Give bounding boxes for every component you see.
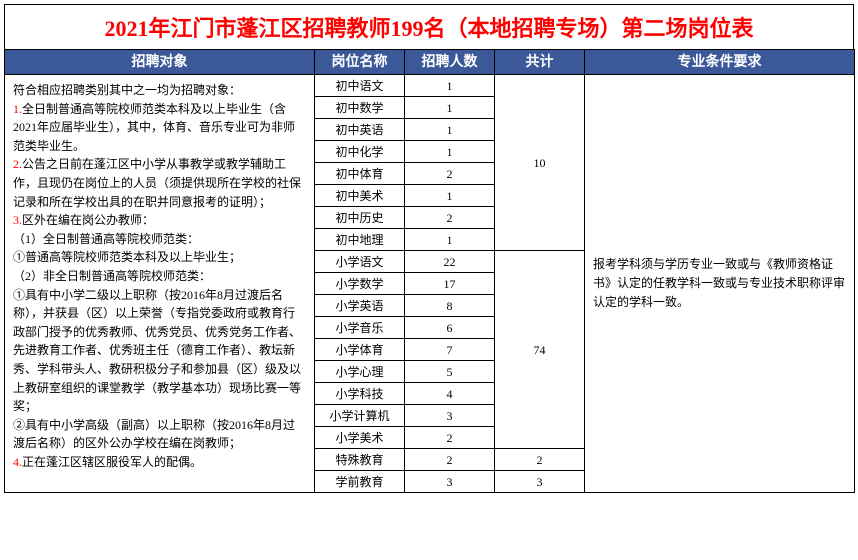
count-cell: 1 bbox=[405, 229, 495, 251]
position-cell: 初中地理 bbox=[315, 229, 405, 251]
position-cell: 特殊教育 bbox=[315, 449, 405, 471]
total-cell: 10 bbox=[495, 75, 585, 251]
position-cell: 初中美术 bbox=[315, 185, 405, 207]
position-cell: 小学音乐 bbox=[315, 317, 405, 339]
count-cell: 1 bbox=[405, 185, 495, 207]
position-cell: 小学科技 bbox=[315, 383, 405, 405]
count-cell: 1 bbox=[405, 97, 495, 119]
position-cell: 初中体育 bbox=[315, 163, 405, 185]
page-title: 2021年江门市蓬江区招聘教师199名（本地招聘专场）第二场岗位表 bbox=[4, 4, 854, 49]
total-cell: 74 bbox=[495, 251, 585, 449]
header-requirement: 专业条件要求 bbox=[585, 50, 855, 75]
count-cell: 7 bbox=[405, 339, 495, 361]
table-body: 符合相应招聘类别其中之一均为招聘对象：1.全日制普通高等院校师范类本科及以上毕业… bbox=[5, 75, 855, 493]
count-cell: 22 bbox=[405, 251, 495, 273]
position-cell: 小学英语 bbox=[315, 295, 405, 317]
header-row: 招聘对象 岗位名称 招聘人数 共计 专业条件要求 bbox=[5, 50, 855, 75]
position-cell: 初中英语 bbox=[315, 119, 405, 141]
count-cell: 4 bbox=[405, 383, 495, 405]
count-cell: 2 bbox=[405, 427, 495, 449]
count-cell: 3 bbox=[405, 471, 495, 493]
header-count: 招聘人数 bbox=[405, 50, 495, 75]
total-cell: 2 bbox=[495, 449, 585, 471]
count-cell: 2 bbox=[405, 207, 495, 229]
position-cell: 小学数学 bbox=[315, 273, 405, 295]
position-cell: 小学美术 bbox=[315, 427, 405, 449]
position-cell: 学前教育 bbox=[315, 471, 405, 493]
count-cell: 2 bbox=[405, 449, 495, 471]
position-cell: 初中语文 bbox=[315, 75, 405, 97]
target-cell: 符合相应招聘类别其中之一均为招聘对象：1.全日制普通高等院校师范类本科及以上毕业… bbox=[5, 75, 315, 493]
count-cell: 1 bbox=[405, 141, 495, 163]
position-cell: 小学语文 bbox=[315, 251, 405, 273]
count-cell: 6 bbox=[405, 317, 495, 339]
count-cell: 1 bbox=[405, 75, 495, 97]
position-cell: 小学心理 bbox=[315, 361, 405, 383]
header-position: 岗位名称 bbox=[315, 50, 405, 75]
position-cell: 初中历史 bbox=[315, 207, 405, 229]
header-total: 共计 bbox=[495, 50, 585, 75]
count-cell: 5 bbox=[405, 361, 495, 383]
total-cell: 3 bbox=[495, 471, 585, 493]
count-cell: 1 bbox=[405, 119, 495, 141]
count-cell: 8 bbox=[405, 295, 495, 317]
title-text: 2021年江门市蓬江区招聘教师199名（本地招聘专场）第二场岗位表 bbox=[104, 16, 753, 41]
position-cell: 初中化学 bbox=[315, 141, 405, 163]
requirement-cell: 报考学科须与学历专业一致或与《教师资格证书》认定的任教学科一致或与专业技术职称评… bbox=[585, 75, 855, 493]
position-cell: 小学计算机 bbox=[315, 405, 405, 427]
positions-table: 招聘对象 岗位名称 招聘人数 共计 专业条件要求 符合相应招聘类别其中之一均为招… bbox=[4, 49, 855, 493]
count-cell: 17 bbox=[405, 273, 495, 295]
position-cell: 小学体育 bbox=[315, 339, 405, 361]
count-cell: 2 bbox=[405, 163, 495, 185]
position-cell: 初中数学 bbox=[315, 97, 405, 119]
count-cell: 3 bbox=[405, 405, 495, 427]
table-row: 符合相应招聘类别其中之一均为招聘对象：1.全日制普通高等院校师范类本科及以上毕业… bbox=[5, 75, 855, 97]
header-target: 招聘对象 bbox=[5, 50, 315, 75]
